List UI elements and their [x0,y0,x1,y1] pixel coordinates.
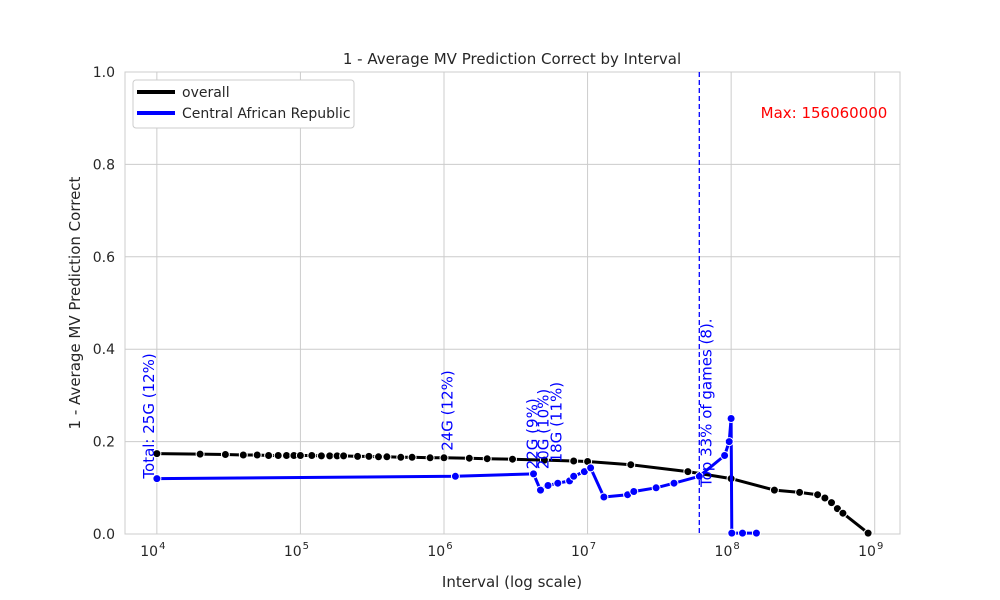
series-point-1 [738,528,747,538]
series-point-0 [325,451,335,461]
annotation-label: 22G (9%) [524,398,542,469]
series-point-0 [264,451,274,460]
legend-label-car: Central African Republic [182,106,351,122]
y-tick-label: 0.4 [93,342,115,358]
annotation-label: 18G (11%) [547,382,565,463]
y-tick-label: 0.2 [93,435,115,451]
x-axis-title: Interval (log scale) [442,573,582,591]
series-point-1 [152,474,162,484]
series-point-1 [599,492,609,502]
series-point-0 [425,453,435,463]
series-point-0 [683,467,693,477]
series-point-1 [569,471,579,481]
series-point-0 [539,455,549,465]
x-tick-label: 105 [284,541,309,560]
x-tick-label: 107 [571,541,596,560]
series-point-0 [863,528,873,538]
series-point-0 [827,498,836,508]
series-point-0 [307,451,317,460]
series-point-1 [751,528,761,538]
series-point-0 [295,451,305,460]
series-point-0 [364,451,374,461]
series-point-0 [382,452,392,462]
series-point-0 [252,450,262,460]
series-point-1 [529,469,538,479]
series-point-1 [629,487,639,496]
series-point-0 [238,450,248,460]
threshold-label: Top 33% of games (8). [697,318,715,488]
x-tick-label: 104 [140,541,165,560]
series-point-1 [553,478,563,488]
series-point-0 [282,451,291,460]
legend-box [132,79,355,129]
series-point-0 [439,453,449,463]
series-point-0 [508,454,517,464]
series-point-0 [626,460,636,470]
series-point-0 [396,452,406,462]
series-point-1 [669,478,679,488]
series-point-0 [152,449,162,459]
series-point-0 [820,493,830,503]
series-point-1 [724,437,734,447]
chart-title: 1 - Average MV Prediction Correct by Int… [343,50,681,68]
vline-layer: Top 33% of games (8). [697,72,715,534]
plot-area [124,71,901,535]
y-tick-label: 0.8 [93,157,115,173]
max-label: Max: 156060000 [761,104,888,122]
series-point-0 [813,490,823,500]
series-point-1 [651,483,661,493]
series-point-0 [569,456,579,466]
y-axis-title: 1 - Average MV Prediction Correct [66,176,84,429]
series-point-0 [339,451,349,461]
x-tick-label: 106 [427,541,452,560]
annotation-label: Total: 25G (12%) [140,353,158,479]
series-point-0 [316,451,326,461]
annotation-layer: Total: 25G (12%) 24G (12%) 22G (9%)20G (10… [140,353,566,479]
annotation-label: 24G (12%) [438,370,456,451]
series-point-0 [838,508,848,518]
x-tick-label: 109 [858,541,883,560]
series-point-0 [273,451,283,460]
x-ticks: 104 105 106 107 108 109 [140,541,883,560]
series-point-1 [536,485,545,495]
y-tick-label: 0.6 [93,250,115,266]
y-tick-label: 1.0 [93,65,115,81]
annotation-label: 20G (10%) [534,389,552,470]
grid [125,71,900,535]
y-tick-label: 0.0 [93,527,115,543]
series-point-0 [464,453,474,463]
series-layer [152,414,873,538]
series-point-0 [795,487,805,497]
x-tick-label: 108 [715,541,740,560]
series-point-0 [353,451,363,461]
legend-label-overall: overall [182,85,230,101]
series-point-0 [482,454,492,464]
series-point-1 [720,451,730,460]
legend: overall Central African Republic [132,79,355,129]
series-point-0 [407,452,417,462]
series-point-0 [769,485,779,495]
series-point-0 [195,449,205,459]
y-ticks: 0.0 0.2 0.4 0.6 0.8 1.0 [93,65,115,543]
series-point-0 [220,450,230,459]
series-point-1 [586,463,596,473]
series-point-0 [374,452,383,462]
series-point-1 [726,414,736,423]
series-point-1 [543,481,553,490]
series-point-1 [727,528,737,538]
series-point-1 [450,471,460,481]
